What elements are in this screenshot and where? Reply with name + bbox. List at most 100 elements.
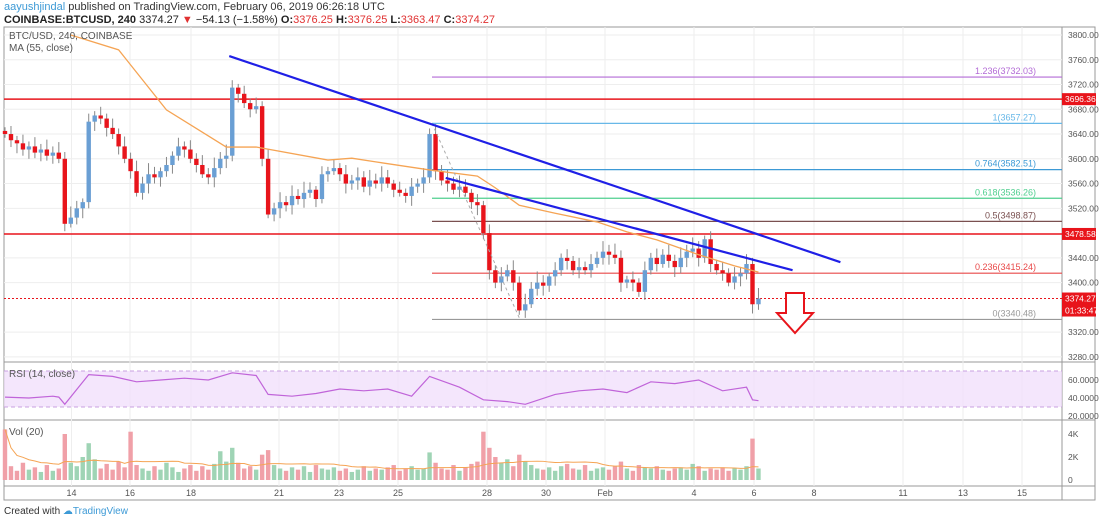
candle-down [44, 149, 50, 156]
time-tick: 16 [125, 488, 135, 498]
volume-bar [445, 469, 450, 480]
volume-bar [98, 468, 103, 480]
volume-bar [158, 469, 163, 480]
high-value: 3376.25 [347, 14, 388, 26]
candle-down [385, 177, 390, 184]
candle-up [349, 180, 355, 184]
volume-bar [349, 471, 355, 480]
volume-bar [253, 469, 259, 480]
candle-down [337, 168, 343, 175]
candle-up [331, 168, 337, 172]
volume-bar [230, 447, 235, 480]
volume-bar [415, 469, 420, 480]
candle-down [463, 186, 468, 193]
volume-bar [62, 434, 67, 480]
volume-bar [732, 468, 737, 480]
countdown-label: 01:33:47 [1065, 306, 1098, 316]
time-tick: 18 [186, 488, 196, 498]
fib-label: 0(3340.48) [992, 308, 1036, 318]
volume-bar [672, 468, 677, 480]
candle-down [259, 106, 265, 159]
volume-bar [289, 467, 295, 480]
candle-up [38, 149, 44, 153]
candle-down [618, 257, 624, 283]
publish-info: aayushjindal published on TradingView.co… [4, 1, 385, 13]
volume-bar [535, 468, 540, 480]
candle-up [301, 192, 307, 200]
candle-up [648, 257, 654, 271]
candle-down [666, 254, 671, 261]
volume-bar [200, 466, 205, 480]
volume-bar [367, 470, 372, 480]
publish-text: published on TradingView.com, February 0… [65, 1, 385, 13]
chart-frame [3, 26, 1096, 501]
volume-bar [523, 461, 528, 480]
volume-bar [331, 467, 337, 480]
candle-down [714, 264, 719, 271]
price-tick: 3720.00 [1068, 80, 1099, 90]
candle-up [594, 257, 600, 265]
volume-bar [271, 465, 277, 480]
volume-bar [624, 468, 630, 480]
fib-label: 0.236(3415.24) [975, 262, 1036, 272]
candle-up [355, 177, 361, 181]
ma55-line [70, 34, 759, 273]
candle-down [445, 180, 450, 184]
volume-bar [32, 467, 38, 480]
candle-down [32, 146, 38, 153]
current-price-label: 3374.27 [1065, 294, 1096, 304]
price-chart[interactable]: 1.236(3732.03) 1(3657.27) 0.764(3582.51) 0.… [0, 0, 1100, 505]
tradingview-link[interactable]: TradingView [72, 506, 128, 517]
candle-down [541, 282, 546, 286]
fib-label: 1(3657.27) [992, 112, 1036, 122]
time-tick: 8 [811, 488, 816, 498]
footer: Created with ☁TradingView [4, 506, 128, 517]
candle-down [128, 158, 133, 172]
volume-bar [325, 469, 331, 480]
candle-up [367, 180, 372, 187]
candle-down [397, 189, 402, 193]
volume-bar [182, 468, 187, 480]
candle-up [80, 202, 85, 209]
volume-bar [2, 429, 8, 480]
candle-down [564, 257, 570, 261]
candle-down [570, 260, 576, 271]
candle-up [702, 239, 707, 258]
candle-up [600, 251, 606, 258]
volume-bar [361, 466, 366, 480]
candle-up [92, 115, 97, 122]
candle-up [738, 273, 743, 277]
change: −54.13 (−1.58%) [195, 14, 278, 26]
fib-label: 0.764(3582.51) [975, 159, 1036, 169]
candle-down [373, 180, 378, 184]
candle-up [529, 288, 534, 305]
volume-bar [750, 438, 755, 480]
volume-bar [295, 469, 301, 480]
volume-bar [277, 468, 283, 480]
candle-down [8, 134, 14, 141]
candle-up [74, 208, 79, 218]
price-tick: 3440.00 [1068, 253, 1099, 263]
volume-bar [104, 463, 109, 480]
candle-up [576, 267, 582, 271]
volume-bar [218, 451, 223, 480]
candle-up [307, 189, 313, 193]
fib-label: 0.618(3536.26) [975, 187, 1036, 197]
price-tick: 3520.00 [1068, 203, 1099, 213]
candle-down [283, 202, 289, 206]
volume-bar [744, 466, 749, 480]
candle-up [86, 121, 91, 203]
candle-up [68, 217, 73, 224]
time-tick: 14 [66, 488, 76, 498]
volume-bar [224, 461, 229, 480]
candle-up [26, 146, 32, 150]
author-link[interactable]: aayushjindal [4, 1, 66, 13]
o-label: O: [280, 14, 294, 26]
volume-bar [110, 469, 115, 480]
volume-bar [648, 468, 654, 480]
candle-up [230, 87, 235, 156]
candle-down [630, 279, 636, 283]
volume-bar [373, 468, 378, 480]
volume-bar [684, 469, 689, 480]
volume-bar [499, 462, 504, 480]
